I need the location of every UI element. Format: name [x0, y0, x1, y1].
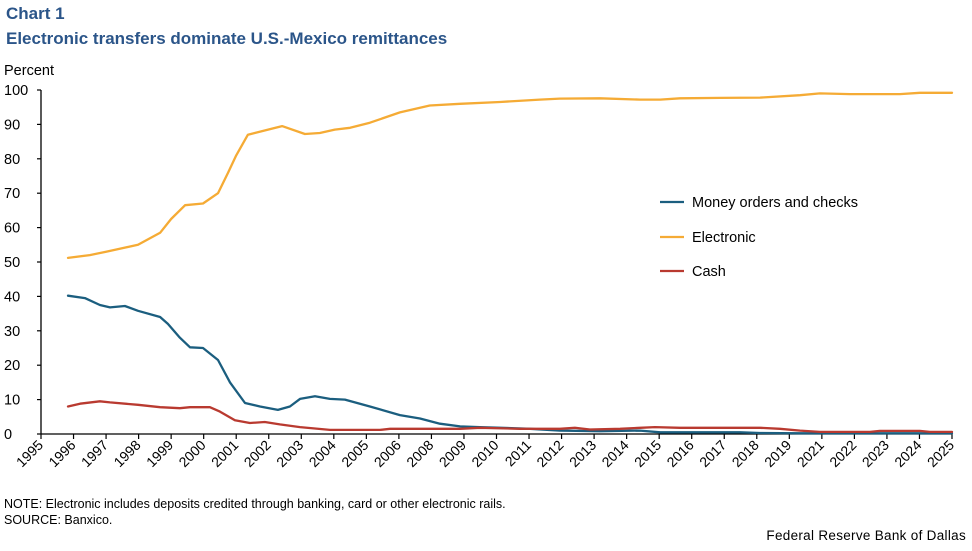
chart-credit: Federal Reserve Bank of Dallas: [766, 528, 966, 543]
x-tick-label: 2004: [306, 437, 339, 470]
y-tick-label: 40: [4, 289, 20, 305]
x-tick-label: 1998: [110, 437, 143, 470]
legend-label: Electronic: [692, 230, 756, 246]
y-tick-label: 0: [4, 427, 12, 443]
x-tick-label: 2003: [273, 437, 306, 470]
legend-label: Cash: [692, 264, 726, 280]
x-tick-label: 2024: [891, 437, 924, 470]
y-tick-label: 100: [4, 83, 28, 99]
chart-note: NOTE: Electronic includes deposits credi…: [4, 497, 506, 511]
x-tick-label: 2014: [598, 437, 631, 470]
legend-item-money-orders-and-checks: Money orders and checks: [660, 195, 858, 211]
x-tick-label: 2002: [241, 437, 274, 470]
legend: Money orders and checks Electronic Cash: [660, 195, 858, 280]
x-tick-label: 2016: [663, 437, 696, 470]
x-tick-label: 1996: [45, 437, 78, 470]
x-tick-label: 2006: [371, 437, 404, 470]
x-tick-label: 1999: [143, 437, 176, 470]
x-tick-label: 2011: [502, 437, 535, 470]
x-tick-label: 2013: [566, 437, 599, 470]
legend-label: Money orders and checks: [692, 195, 858, 211]
y-tick-label: 90: [4, 117, 20, 133]
x-tick-label: 2019: [761, 437, 794, 470]
chart-source: SOURCE: Banxico.: [4, 513, 113, 527]
y-tick-label: 70: [4, 186, 20, 202]
x-tick-label: 2023: [859, 437, 892, 470]
y-tick-label: 30: [4, 324, 20, 340]
series-line-cash: [66, 400, 954, 434]
y-axis-label: Percent: [4, 63, 54, 79]
x-tick-label: 2015: [631, 437, 664, 470]
y-axis: 0 10 20 30 40 50 60 70 80 90 100: [4, 83, 42, 443]
y-tick-label: 60: [4, 221, 20, 237]
x-tick-label: 2021: [794, 437, 827, 470]
x-axis: 1995 1996 1997 1998 1999 2000 2001 2002 2003 2004…: [13, 433, 957, 470]
x-tick-label: 2005: [338, 437, 371, 470]
x-tick-label: 2022: [826, 437, 859, 470]
x-tick-label: 2025: [924, 437, 957, 470]
x-tick-label: 2009: [436, 437, 469, 470]
y-tick-label: 20: [4, 358, 20, 374]
x-tick-label: 2000: [175, 437, 208, 470]
x-tick-label: 2018: [729, 437, 762, 470]
x-tick-label: 2010: [468, 437, 501, 470]
series-line-electronic: [66, 91, 954, 260]
legend-item-electronic: Electronic: [660, 230, 756, 246]
y-tick-label: 80: [4, 152, 20, 168]
series-lines: [66, 91, 954, 435]
y-tick-label: 50: [4, 255, 20, 271]
chart-label: Chart 1: [6, 4, 65, 23]
x-tick-label: 2001: [208, 437, 241, 470]
x-tick-label: 2017: [696, 437, 729, 470]
series-line-money-orders-and-checks: [66, 294, 954, 435]
x-tick-label: 2008: [403, 437, 436, 470]
y-tick-label: 10: [4, 393, 20, 409]
x-tick-label: 1997: [78, 437, 111, 470]
chart-title: Electronic transfers dominate U.S.-Mexic…: [6, 29, 448, 48]
x-tick-label: 2012: [533, 437, 566, 470]
x-tick-label: 1995: [13, 437, 46, 470]
legend-item-cash: Cash: [660, 264, 726, 280]
